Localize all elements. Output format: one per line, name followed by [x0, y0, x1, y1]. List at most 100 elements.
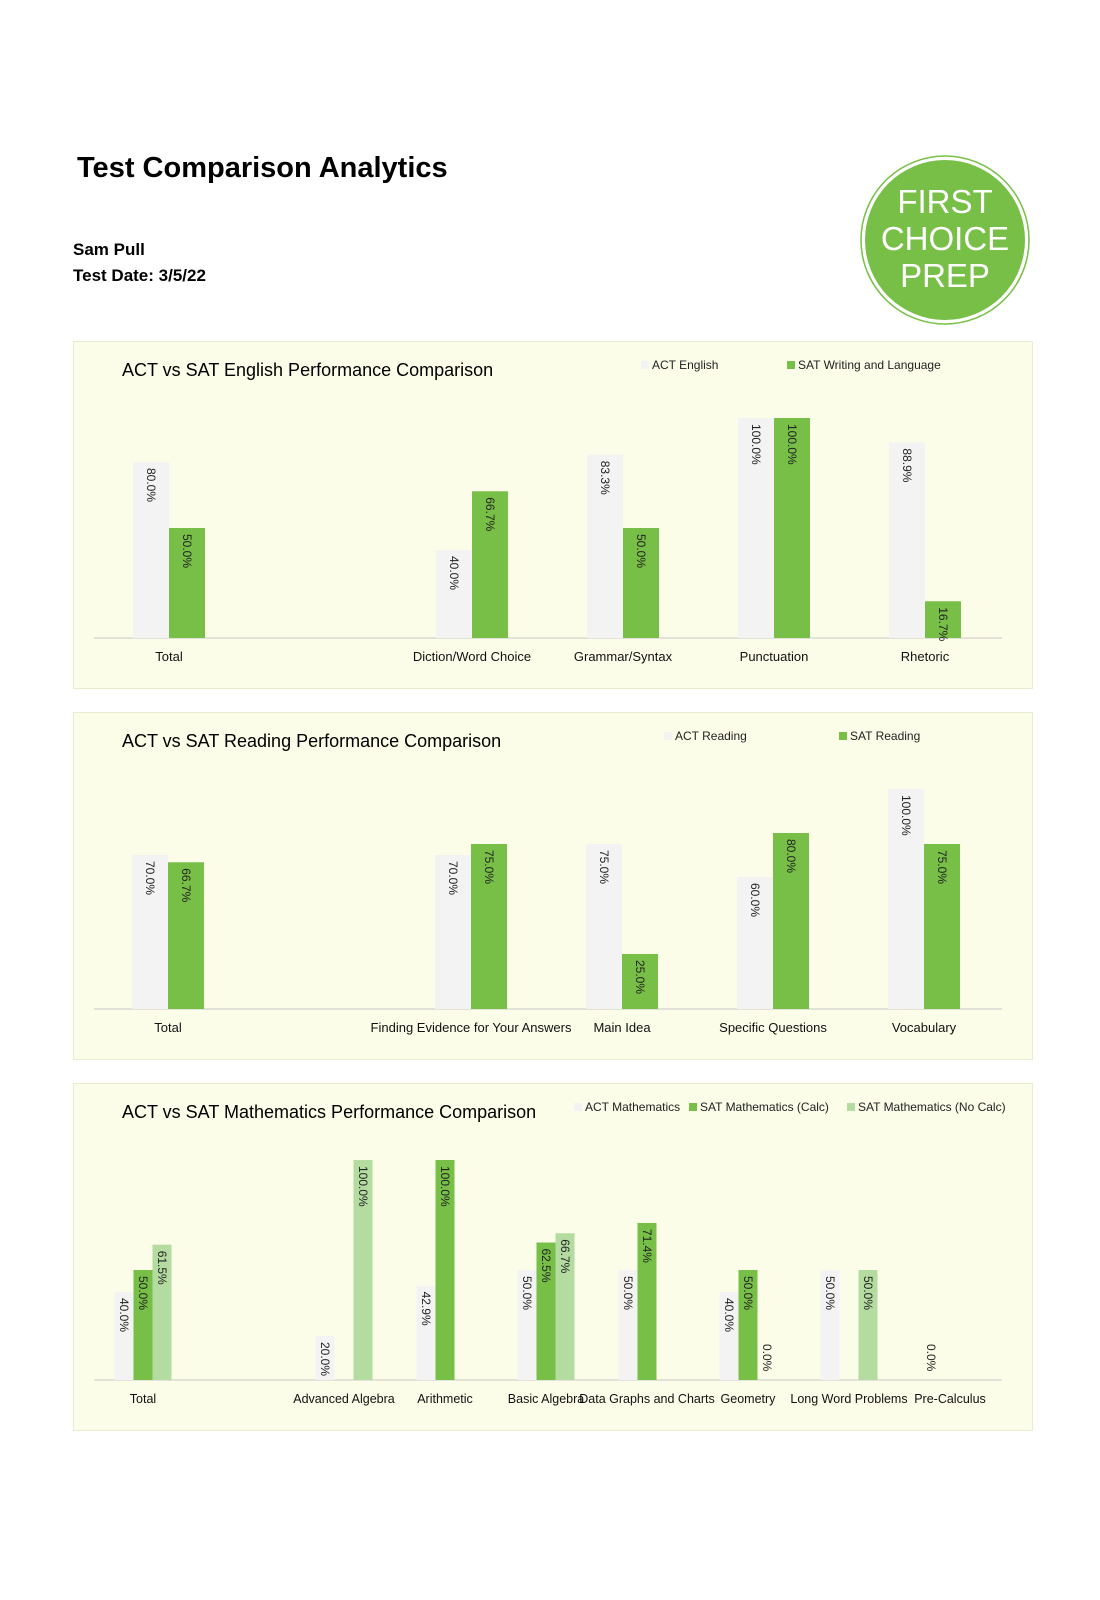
category-label-total: Total — [155, 649, 183, 664]
data-label: 0.0% — [760, 1344, 774, 1372]
data-label: 0.0% — [924, 1344, 938, 1372]
data-label: 80.0% — [144, 468, 158, 502]
bar — [169, 528, 205, 638]
category-label-arithmetic: Arithmetic — [417, 1392, 473, 1406]
data-label: 66.7% — [483, 497, 497, 531]
bar — [133, 1270, 153, 1380]
bar — [416, 1285, 436, 1380]
category-label-data-graphs-and-charts: Data Graphs and Charts — [579, 1392, 715, 1406]
bar — [472, 491, 508, 638]
student-info: Sam Pull Test Date: 3/5/22 — [73, 237, 206, 289]
category-label-diction-word-choice: Diction/Word Choice — [413, 649, 531, 664]
bar — [114, 1292, 134, 1380]
legend-label: ACT Mathematics — [585, 1100, 680, 1114]
data-label: 88.9% — [900, 448, 914, 482]
chart-svg: ACT vs SAT Reading Performance Compariso… — [94, 729, 1002, 1035]
bar — [719, 1292, 739, 1380]
bar — [587, 454, 623, 638]
legend-swatch — [641, 361, 649, 369]
data-label: 60.0% — [748, 883, 762, 917]
bar — [738, 1270, 758, 1380]
legend-swatch — [664, 732, 672, 740]
category-label-total: Total — [154, 1020, 182, 1035]
bar — [858, 1270, 878, 1380]
category-label-punctuation: Punctuation — [740, 649, 809, 664]
data-label: 42.9% — [419, 1292, 433, 1326]
data-label: 40.0% — [117, 1298, 131, 1332]
category-label-basic-algebra: Basic Algebra — [508, 1392, 584, 1406]
legend-label: ACT English — [652, 358, 718, 372]
legend-swatch — [574, 1103, 582, 1111]
bar — [471, 844, 507, 1009]
category-label-rhetoric: Rhetoric — [901, 649, 950, 664]
data-label: 62.5% — [539, 1249, 553, 1283]
legend-swatch — [787, 361, 795, 369]
category-label-advanced-algebra: Advanced Algebra — [293, 1392, 395, 1406]
first-choice-prep-logo: FIRST CHOICE PREP — [860, 155, 1030, 325]
data-label: 70.0% — [446, 861, 460, 895]
category-label-total: Total — [130, 1392, 156, 1406]
bar — [132, 855, 168, 1009]
chart-title: ACT vs SAT Mathematics Performance Compa… — [122, 1102, 536, 1122]
bar — [618, 1270, 638, 1380]
bar — [435, 1160, 455, 1380]
data-label: 75.0% — [935, 850, 949, 884]
data-label: 80.0% — [784, 839, 798, 873]
legend-label: ACT Reading — [675, 729, 747, 743]
bar — [622, 954, 658, 1009]
data-label: 66.7% — [558, 1239, 572, 1273]
chart-svg: ACT vs SAT Mathematics Performance Compa… — [94, 1100, 1006, 1406]
category-label-grammar-syntax: Grammar/Syntax — [574, 649, 673, 664]
data-label: 50.0% — [180, 534, 194, 568]
data-label: 50.0% — [861, 1276, 875, 1310]
bar — [152, 1244, 172, 1380]
legend-swatch — [689, 1103, 697, 1111]
bar — [168, 862, 204, 1009]
bar — [637, 1222, 657, 1380]
chart-title: ACT vs SAT Reading Performance Compariso… — [122, 731, 501, 751]
data-label: 50.0% — [136, 1276, 150, 1310]
data-label: 75.0% — [597, 850, 611, 884]
category-label-pre-calculus: Pre-Calculus — [914, 1392, 986, 1406]
chart-svg: ACT vs SAT English Performance Compariso… — [94, 358, 1002, 664]
math-chart-panel: ACT vs SAT Mathematics Performance Compa… — [73, 1083, 1033, 1431]
category-label-vocabulary: Vocabulary — [892, 1020, 957, 1035]
bar — [889, 442, 925, 638]
data-label: 70.0% — [143, 861, 157, 895]
legend-label: SAT Reading — [850, 729, 920, 743]
bar — [623, 528, 659, 638]
bar — [925, 601, 961, 638]
legend-label: SAT Mathematics (Calc) — [700, 1100, 829, 1114]
category-label-specific-questions: Specific Questions — [719, 1020, 827, 1035]
bar — [586, 844, 622, 1009]
legend-swatch — [839, 732, 847, 740]
data-label: 66.7% — [179, 868, 193, 902]
bar — [738, 418, 774, 638]
data-label: 50.0% — [741, 1276, 755, 1310]
data-label: 50.0% — [823, 1276, 837, 1310]
category-label-finding-evidence-for-your-answers: Finding Evidence for Your Answers — [371, 1020, 572, 1035]
legend-label: SAT Writing and Language — [798, 358, 941, 372]
category-label-geometry: Geometry — [721, 1392, 777, 1406]
data-label: 100.0% — [749, 424, 763, 465]
data-label: 20.0% — [318, 1342, 332, 1376]
svg-text:FIRST: FIRST — [897, 183, 992, 220]
category-label-main-idea: Main Idea — [593, 1020, 651, 1035]
svg-text:CHOICE: CHOICE — [881, 220, 1009, 257]
chart-title: ACT vs SAT English Performance Compariso… — [122, 360, 493, 380]
data-label: 83.3% — [598, 461, 612, 495]
bar — [774, 418, 810, 638]
data-label: 100.0% — [785, 424, 799, 465]
bar — [888, 789, 924, 1009]
bar — [820, 1270, 840, 1380]
data-label: 50.0% — [621, 1276, 635, 1310]
svg-text:PREP: PREP — [900, 257, 990, 294]
bar — [315, 1336, 335, 1380]
category-label-long-word-problems: Long Word Problems — [790, 1392, 907, 1406]
data-label: 71.4% — [640, 1229, 654, 1263]
legend-label: SAT Mathematics (No Calc) — [858, 1100, 1006, 1114]
test-date: Test Date: 3/5/22 — [73, 266, 206, 285]
reading-chart-panel: ACT vs SAT Reading Performance Compariso… — [73, 712, 1033, 1060]
english-chart-panel: ACT vs SAT English Performance Compariso… — [73, 341, 1033, 689]
bar — [737, 877, 773, 1009]
